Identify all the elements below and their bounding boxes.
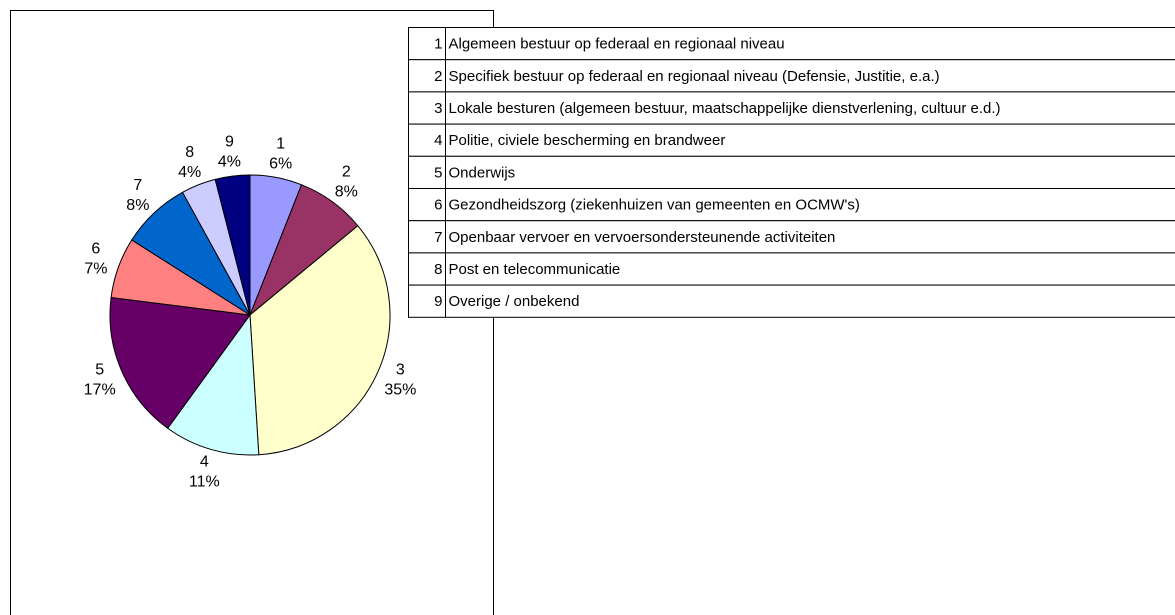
row-description: Politie, civiele bescherming en brandwee… — [449, 132, 726, 149]
slice-value-label: 4% — [218, 154, 241, 171]
pie-slice — [214, 174, 251, 316]
pie: 1 6% 2 8% 3 35% 4 11% 5 17% 6 7% 7 8% 8 4% 9 4% — [84, 134, 417, 491]
row-description: Post en telecommunicatie — [449, 261, 621, 278]
slice-category-label: 4 — [200, 454, 209, 471]
row-number: 3 — [434, 100, 442, 117]
row-description: Specifiek bestuur op federaal en regiona… — [449, 68, 940, 85]
row-description: Openbaar vervoer en vervoersondersteunen… — [449, 229, 836, 246]
slice-value-label: 11% — [189, 474, 220, 491]
row-number: 4 — [434, 132, 442, 149]
row-description: Lokale besturen (algemeen bestuur, maats… — [449, 100, 1001, 117]
row-number: 5 — [434, 164, 442, 181]
slice-value-label: 4% — [178, 164, 201, 181]
slice-value-label: 8% — [126, 197, 149, 214]
slice-value-label: 35% — [384, 381, 416, 398]
slice-category-label: 5 — [95, 361, 104, 378]
slice-category-label: 6 — [91, 241, 100, 258]
row-number: 9 — [434, 293, 442, 310]
row-number: 1 — [434, 36, 442, 53]
slice-category-label: 8 — [185, 144, 194, 161]
row-description: Gezondheidszorg (ziekenhuizen van gemeen… — [449, 197, 860, 214]
pie-slice — [249, 225, 391, 456]
row-number: 8 — [434, 261, 442, 278]
legend-table: 1 Algemeen bestuur op federaal en regiona… — [408, 27, 1175, 318]
row-description: Onderwijs — [449, 164, 516, 181]
slice-category-label: 7 — [133, 177, 142, 194]
slice-value-label: 8% — [335, 184, 358, 201]
row-description: Algemeen bestuur op federaal en regionaa… — [449, 36, 785, 53]
table-row — [408, 59, 1175, 93]
slice-category-label: 1 — [276, 135, 285, 152]
table-row — [408, 123, 1175, 157]
table-row — [408, 155, 1175, 190]
row-number: 2 — [434, 68, 442, 85]
table-row — [408, 284, 1175, 318]
slice-category-label: 9 — [225, 134, 234, 151]
table-row — [408, 188, 1175, 222]
pie-slice — [167, 313, 260, 456]
slice-category-label: 3 — [396, 361, 405, 378]
slice-category-label: 2 — [342, 164, 351, 181]
row-number: 6 — [434, 197, 442, 214]
table-row — [408, 91, 1175, 125]
row-number: 7 — [434, 229, 442, 246]
slice-value-label: 6% — [269, 155, 292, 172]
pie-slice — [109, 296, 251, 429]
slice-value-label: 7% — [84, 261, 107, 278]
slice-value-label: 17% — [84, 381, 116, 398]
row-description: Overige / onbekend — [449, 293, 580, 310]
table-row — [408, 220, 1175, 254]
